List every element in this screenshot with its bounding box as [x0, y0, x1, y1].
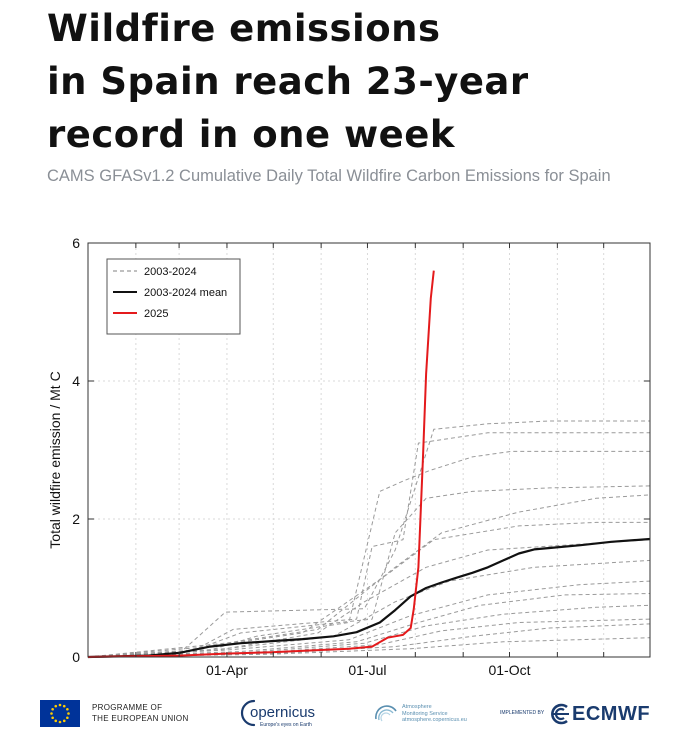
copernicus-tagline: Europe's eyes on Earth: [260, 722, 312, 728]
eu-star-icon: [66, 707, 69, 711]
y-tick-label: 0: [72, 649, 80, 665]
atmosphere-service-logo: Atmosphere Monitoring Service atmosphere…: [372, 696, 482, 730]
series-line-historical: [87, 432, 650, 658]
eu-star-icon: [58, 720, 62, 724]
x-tick-label: 01-Apr: [206, 662, 248, 678]
chart-axes: 0 2 4 6 01-Apr 01-Jul 01-Oct: [72, 235, 650, 678]
chart-legend: 2003-2024 2003-2024 mean 2025: [106, 258, 241, 335]
copernicus-logo: opernicus Europe's eyes on Earth: [240, 696, 325, 730]
implemented-by-label: IMPLEMENTED BY: [500, 710, 545, 716]
eu-star-icon: [62, 719, 66, 723]
emissions-chart: 0 2 4 6 01-Apr 01-Jul 01-Oct Total wildfire em…: [47, 235, 651, 678]
plot-frame: [87, 242, 651, 658]
atmosphere-line-2: Monitoring Service: [402, 710, 448, 717]
eu-programme-line-1: PROGRAMME OF: [92, 703, 163, 712]
headline-line-2: in Spain reach 23-year: [47, 60, 529, 103]
headline-line-3: record in one week: [47, 113, 455, 156]
chart-series: [87, 270, 651, 659]
eu-programme-label: PROGRAMME OF THE EUROPEAN UNION: [92, 702, 189, 724]
legend-label: 2003-2024: [144, 266, 197, 278]
eu-programme-line-2: THE EUROPEAN UNION: [92, 714, 189, 723]
series-line-mean: [87, 537, 651, 659]
ecmwf-logo: IMPLEMENTED BY ECMWF: [500, 702, 660, 726]
eu-star-icon: [54, 704, 58, 708]
series-line-2025: [87, 270, 435, 658]
atmosphere-swirl-icon: [375, 705, 397, 722]
ecmwf-icon: [551, 703, 569, 725]
eu-star-icon: [67, 712, 70, 715]
eu-star-icon: [58, 703, 62, 707]
eu-star-icon: [54, 719, 58, 723]
atmosphere-line-1: Atmosphere: [402, 704, 432, 710]
series-line-historical: [87, 485, 651, 658]
series-line-historical: [87, 604, 651, 658]
series-line-historical: [87, 623, 651, 658]
series-line-historical: [87, 593, 651, 658]
ecmwf-wordmark: ECMWF: [572, 703, 651, 725]
eu-star-icon: [66, 716, 69, 720]
y-axis-label: Total wildfire emission / Mt C: [47, 371, 63, 548]
eu-star-icon: [50, 712, 53, 715]
series-line-historical: [87, 521, 650, 658]
x-tick-label: 01-Oct: [488, 662, 530, 678]
legend-label: 2003-2024 mean: [144, 287, 227, 299]
series-line-historical: [87, 559, 651, 658]
chart-subtitle: CAMS GFASv1.2 Cumulative Daily Total Wil…: [47, 167, 611, 185]
y-tick-label: 2: [72, 511, 80, 527]
eu-star-icon: [51, 716, 54, 720]
eu-star-icon: [62, 704, 66, 708]
eu-star-icon: [51, 707, 54, 711]
y-tick-label: 6: [72, 235, 80, 251]
y-tick-label: 4: [72, 373, 80, 389]
headline: Wildfire emissions in Spain reach 23-yea…: [47, 2, 529, 161]
eu-flag-icon: [40, 700, 80, 727]
footer-logos: PROGRAMME OF THE EUROPEAN UNION opernicu…: [0, 690, 696, 736]
series-line-historical: [87, 539, 651, 658]
legend-label: 2025: [144, 308, 168, 320]
headline-line-1: Wildfire emissions: [47, 7, 441, 50]
x-tick-label: 01-Jul: [348, 662, 386, 678]
series-line-historical: [87, 580, 651, 658]
atmosphere-line-3: atmosphere.copernicus.eu: [402, 717, 467, 723]
copernicus-wordmark: opernicus: [250, 704, 316, 721]
